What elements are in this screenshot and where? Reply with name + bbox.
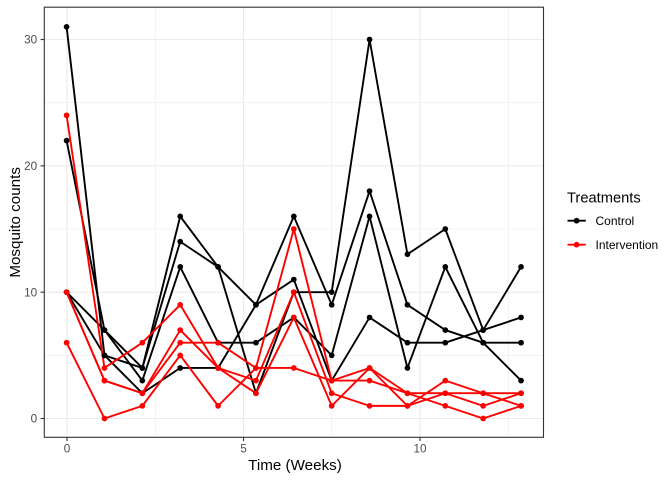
- svg-text:Treatments: Treatments: [567, 190, 641, 206]
- svg-text:10: 10: [24, 286, 38, 299]
- svg-text:0: 0: [31, 413, 38, 426]
- svg-text:Mosquito counts: Mosquito counts: [7, 167, 24, 278]
- svg-text:Control: Control: [596, 214, 635, 228]
- svg-text:0: 0: [64, 443, 71, 456]
- svg-text:Intervention: Intervention: [596, 238, 659, 252]
- svg-text:Time (Weeks): Time (Weeks): [248, 457, 342, 474]
- svg-text:5: 5: [240, 443, 247, 456]
- svg-text:30: 30: [24, 34, 38, 47]
- svg-text:20: 20: [24, 160, 38, 173]
- svg-text:10: 10: [413, 443, 427, 456]
